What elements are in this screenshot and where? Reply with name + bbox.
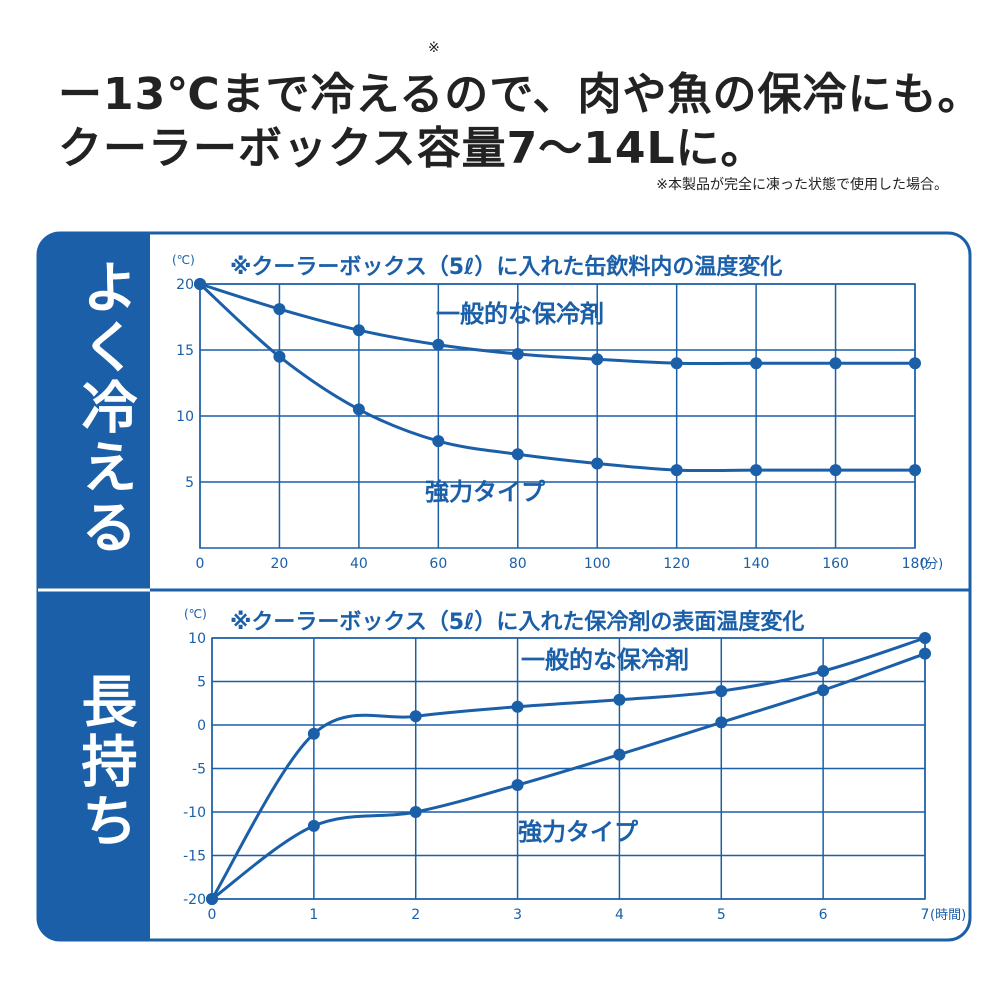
data-point xyxy=(817,684,830,697)
y-tick-label: 10 xyxy=(188,631,206,647)
series-label: 強力タイプ xyxy=(518,818,639,846)
y-tick-label: 0 xyxy=(197,718,206,734)
y-tick-label: 10 xyxy=(176,409,194,425)
data-point xyxy=(273,350,286,363)
chart-title: ※クーラーボックス（5ℓ）に入れた保冷剤の表面温度変化 xyxy=(230,609,804,635)
y-tick-label: -15 xyxy=(183,849,206,865)
x-tick-label: 0 xyxy=(208,907,217,923)
data-point xyxy=(909,464,921,477)
data-point xyxy=(715,716,728,729)
headline: ー13℃まで冷えるので、肉や魚の保冷にも。 xyxy=(58,58,982,122)
data-point xyxy=(409,806,422,818)
series-line xyxy=(199,282,915,365)
x-tick-label: 3 xyxy=(513,907,522,923)
y-tick-label: 5 xyxy=(185,475,194,491)
footnote-mark: ※ xyxy=(428,40,440,56)
x-unit: (分) xyxy=(920,557,943,572)
data-point xyxy=(829,357,842,370)
footnote: ※本製品が完全に凍った状態で使用した場合。 xyxy=(656,177,948,193)
x-tick-label: 5 xyxy=(717,907,726,923)
data-point xyxy=(919,632,931,644)
x-tick-label: 0 xyxy=(196,556,205,572)
side-label: 長持ち xyxy=(72,672,137,852)
data-point xyxy=(817,665,830,678)
headline: クーラーボックス容量7〜14Lに。 xyxy=(58,123,766,174)
y-tick-label: -20 xyxy=(183,892,206,908)
x-tick-label: 60 xyxy=(429,556,447,572)
data-point xyxy=(909,357,921,370)
x-tick-label: 80 xyxy=(509,556,527,572)
x-tick-label: 2 xyxy=(411,907,420,923)
data-point xyxy=(273,303,286,316)
x-tick-label: 7 xyxy=(921,907,930,923)
series-label: 強力タイプ xyxy=(425,478,546,506)
x-tick-label: 160 xyxy=(822,556,849,572)
series-label: 一般的な保冷剤 xyxy=(521,646,689,674)
side-label: よく冷える xyxy=(72,258,137,558)
data-point xyxy=(352,403,365,416)
x-tick-label: 120 xyxy=(663,556,690,572)
headline-part: ので、肉や魚の保冷にも。 xyxy=(444,69,983,120)
data-point xyxy=(307,727,320,740)
data-point xyxy=(613,693,626,706)
x-tick-label: 6 xyxy=(819,907,828,923)
data-point xyxy=(307,819,320,832)
data-point xyxy=(591,353,604,366)
data-point xyxy=(919,647,931,660)
data-point xyxy=(432,338,445,351)
y-tick-label: -10 xyxy=(183,805,206,821)
side-band xyxy=(38,233,150,940)
data-point xyxy=(432,435,445,448)
data-point xyxy=(715,685,728,698)
data-point xyxy=(750,464,763,477)
y-unit: (℃) xyxy=(172,253,195,267)
y-tick-label: -5 xyxy=(192,762,206,778)
data-point xyxy=(206,893,218,905)
y-tick-label: 20 xyxy=(176,277,194,293)
data-point xyxy=(194,278,206,290)
data-point xyxy=(511,700,524,713)
data-point xyxy=(511,779,524,792)
data-point xyxy=(352,324,365,337)
x-tick-label: 140 xyxy=(743,556,770,572)
data-point xyxy=(591,457,604,470)
data-point xyxy=(613,748,626,761)
data-point xyxy=(511,448,524,461)
x-tick-label: 40 xyxy=(350,556,368,572)
x-tick-label: 4 xyxy=(615,907,624,923)
series-line xyxy=(198,282,915,473)
chart-title: ※クーラーボックス（5ℓ）に入れた缶飲料内の温度変化 xyxy=(230,254,782,280)
series-label: 一般的な保冷剤 xyxy=(436,300,604,328)
y-unit: (℃) xyxy=(184,607,207,621)
data-point xyxy=(511,347,524,360)
x-tick-label: 1 xyxy=(309,907,318,923)
data-point xyxy=(409,710,422,723)
x-tick-label: 180 xyxy=(902,556,929,572)
data-point xyxy=(670,357,683,370)
panel xyxy=(36,231,972,942)
data-point xyxy=(829,464,842,477)
x-unit: (時間) xyxy=(930,908,966,923)
y-tick-label: 5 xyxy=(197,675,206,691)
x-tick-label: 100 xyxy=(584,556,611,572)
x-tick-label: 20 xyxy=(271,556,289,572)
data-point xyxy=(750,357,763,370)
data-point xyxy=(670,464,683,477)
headline-part: ー13℃まで冷える xyxy=(58,69,445,120)
y-tick-label: 15 xyxy=(176,343,194,359)
